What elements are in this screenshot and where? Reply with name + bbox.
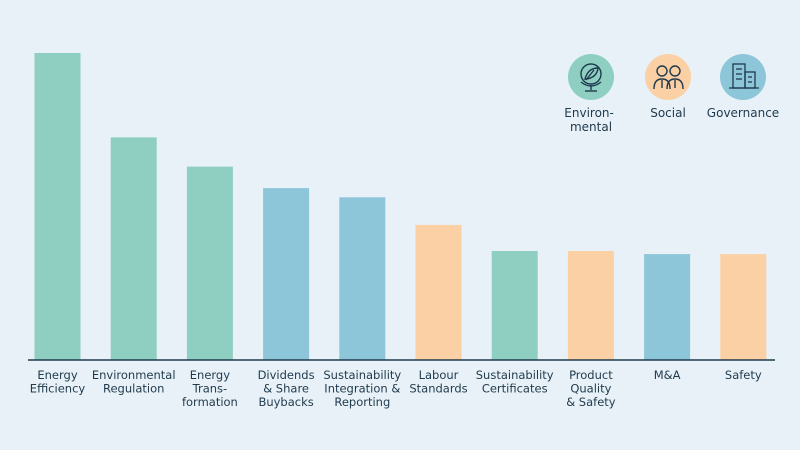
people-icon (653, 65, 684, 90)
category-label-line: Efficiency (30, 382, 86, 396)
category-label-9: Safety (725, 368, 762, 382)
category-label-line: Buybacks (258, 395, 313, 409)
legend-label-governance: Governance (707, 106, 779, 120)
category-label-line: Environmental (92, 368, 176, 382)
bars-group (34, 53, 767, 360)
legend-item-governance: Governance (707, 54, 779, 120)
building-icon (729, 63, 759, 89)
building-icon-bg (720, 54, 766, 100)
category-label-4: Sustainability Integration & Reporting (323, 368, 401, 409)
category-label-line: Certificates (482, 382, 548, 396)
bar-9 (720, 254, 767, 360)
category-label-line: & Safety (566, 395, 616, 409)
bar-0 (34, 53, 81, 360)
legend: Environ- mental Social (564, 54, 779, 134)
category-label-line: Product (569, 368, 613, 382)
category-label-line: formation (182, 395, 238, 409)
legend-label-environmental: Environ- mental (564, 106, 617, 134)
category-label-6: Sustainability Certificates (476, 368, 554, 396)
legend-item-social: Social (645, 54, 691, 120)
bar-6 (491, 251, 538, 360)
category-label-line: Quality (570, 382, 611, 396)
category-label-2: Energy Trans-formation (182, 368, 238, 409)
category-label-line: Safety (725, 368, 762, 382)
category-label-8: M&A (654, 368, 681, 382)
category-label-1: Environmental Regulation (92, 368, 176, 396)
bar-8 (644, 254, 691, 360)
category-label-line: Standards (409, 382, 467, 396)
legend-item-environmental: Environ- mental (564, 54, 617, 134)
category-label-3: Dividends & Share Buybacks (258, 368, 315, 409)
category-label-line: Dividends (258, 368, 315, 382)
category-label-0: Energy Efficiency (30, 368, 86, 396)
bar-4 (339, 197, 386, 360)
bar-2 (186, 166, 233, 360)
category-label-5: Labour Standards (409, 368, 467, 396)
category-label-7: Product Quality & Safety (566, 368, 616, 409)
bar-5 (415, 224, 462, 360)
category-label-line: & Share (263, 382, 309, 396)
category-label-line: M&A (654, 368, 681, 382)
category-label-line: Energy (37, 368, 77, 382)
category-label-line: Regulation (103, 382, 164, 396)
bar-7 (567, 251, 614, 360)
category-label-line: Trans- (192, 382, 228, 396)
globe-leaf-icon (580, 63, 602, 92)
category-label-line: Integration & (324, 382, 400, 396)
category-label-line: Reporting (334, 395, 390, 409)
legend-label-social: Social (650, 106, 686, 120)
category-label-line: Labour (419, 368, 459, 382)
category-label-line: Energy (190, 368, 230, 382)
bar-3 (263, 188, 310, 360)
category-label-line: Sustainability (476, 368, 554, 382)
people-icon-bg (645, 54, 691, 100)
bar-1 (110, 137, 157, 360)
category-label-line: Sustainability (323, 368, 401, 382)
